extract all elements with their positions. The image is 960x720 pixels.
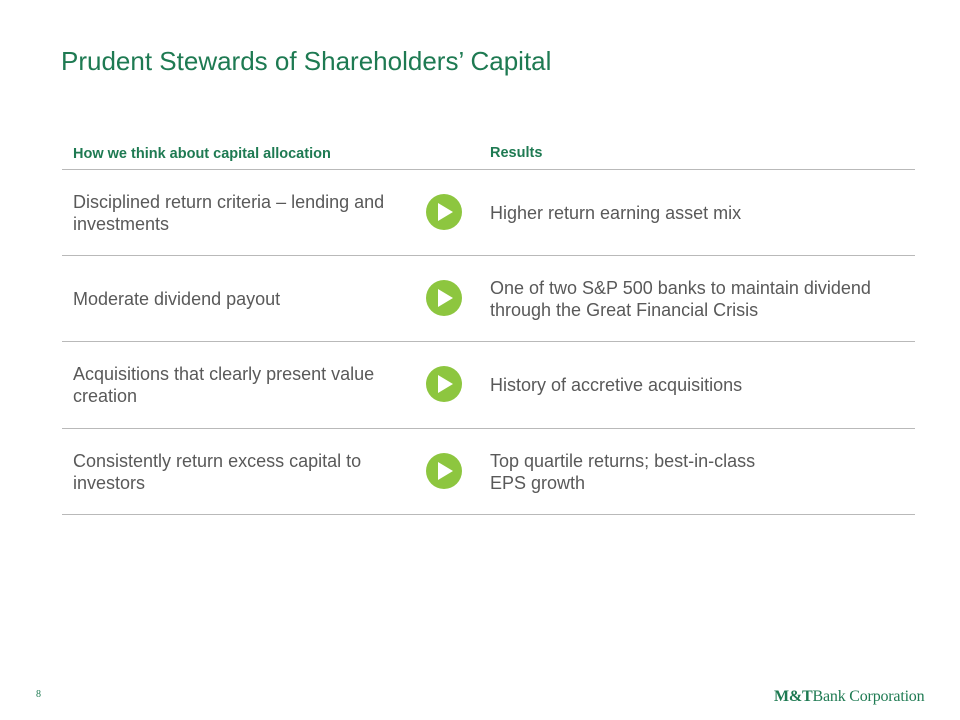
arrow-right-icon — [426, 453, 462, 489]
row-approach: Consistently return excess capital to in… — [73, 451, 362, 493]
arrow-right-icon — [426, 280, 462, 316]
table-divider — [62, 428, 915, 429]
table-divider — [62, 255, 915, 256]
arrow-right-icon — [426, 366, 462, 402]
column-header-approach: How we think about capital allocation — [73, 146, 331, 162]
row-result: Higher return earning asset mix — [490, 203, 742, 223]
logo-mark: M&T — [774, 688, 813, 705]
row-result: One of two S&P 500 banks to maintain div… — [490, 278, 871, 320]
arrow-right-icon — [426, 194, 462, 230]
column-header-results: Results — [490, 145, 543, 161]
row-approach: Disciplined return criteria – lending an… — [73, 192, 385, 234]
logo-text: Bank Corporation — [812, 688, 925, 705]
page-title: Prudent Stewards of Shareholders’ Capita… — [61, 46, 552, 76]
company-logo: M&TBank Corporation — [774, 688, 925, 706]
row-approach: Moderate dividend payout — [73, 289, 281, 309]
page-number: 8 — [36, 689, 41, 700]
row-result: History of accretive acquisitions — [490, 375, 743, 395]
table-divider — [62, 341, 915, 342]
table-divider — [62, 514, 915, 515]
table-divider — [62, 169, 915, 170]
row-result: Top quartile returns; best-in-class EPS … — [490, 451, 756, 493]
row-approach: Acquisitions that clearly present value … — [73, 364, 375, 406]
